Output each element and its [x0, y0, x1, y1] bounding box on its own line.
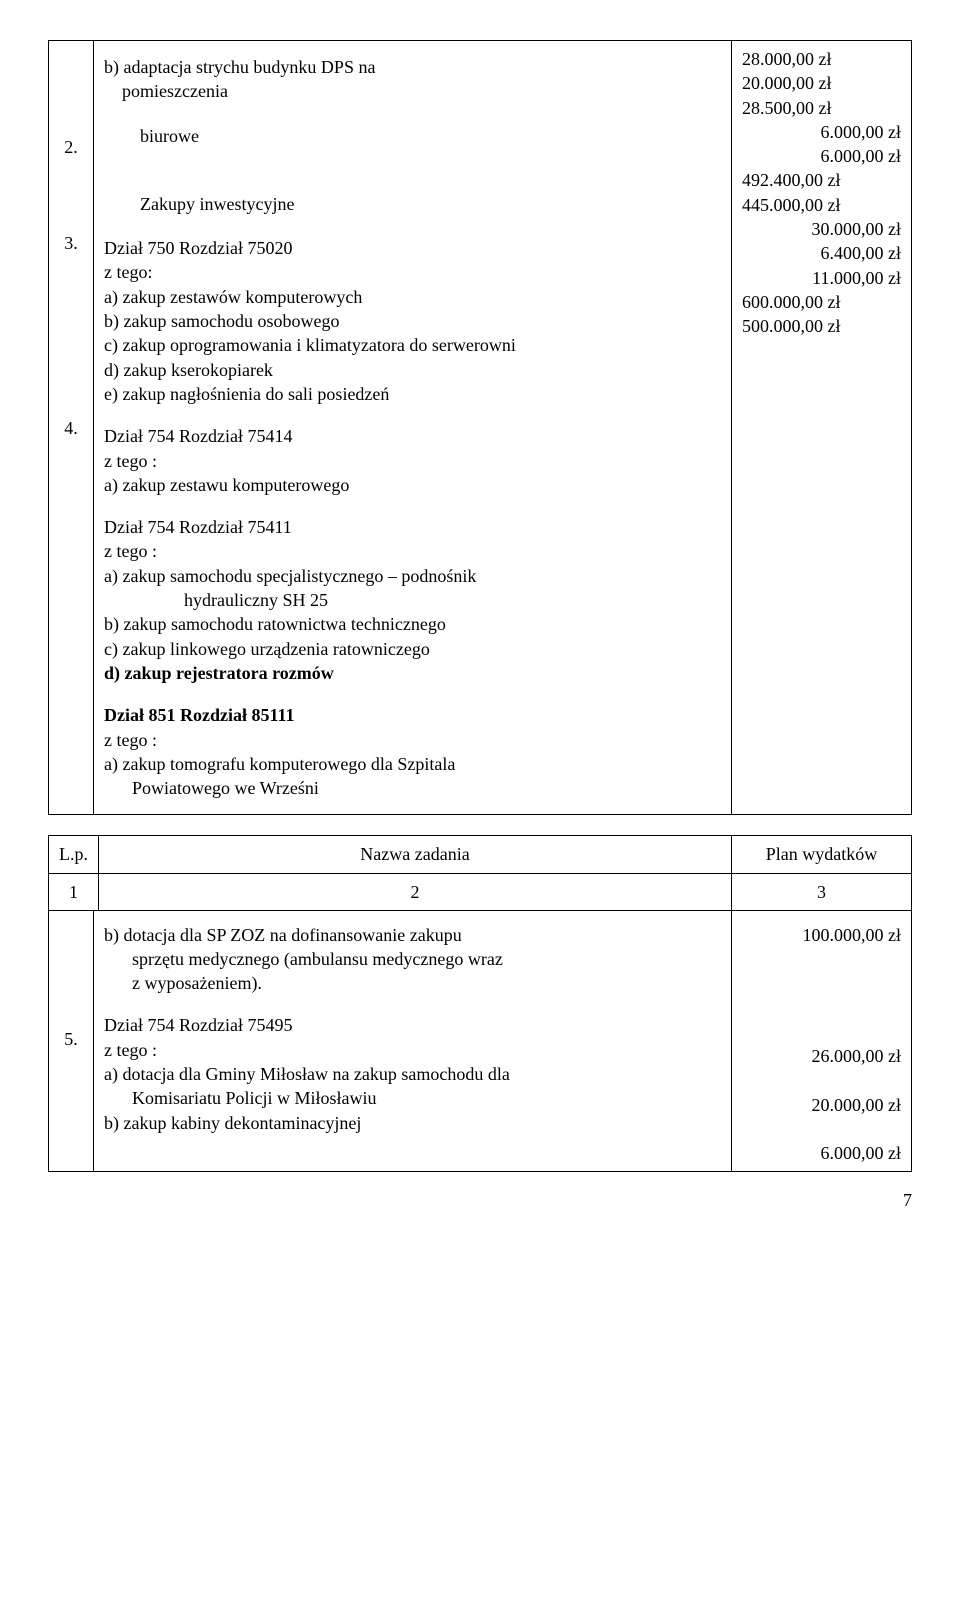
amt-13: 6.400,00 zł: [742, 241, 901, 265]
num-5: 5.: [59, 1027, 83, 1051]
d750-header: Dział 750 Rozdział 75020: [104, 236, 721, 260]
num-2: 2.: [59, 135, 83, 159]
num-4: 4.: [59, 416, 83, 440]
col-amounts-top: 28.000,00 zł 20.000,00 zł 28.500,00 zł 6…: [732, 41, 912, 815]
item-c3: c) zakup linkowego urządzenia ratownicze…: [104, 637, 721, 661]
col-text-bottom: b) dotacja dla SP ZOZ na dofinansowanie …: [94, 910, 732, 1172]
col-numbers: 2. 3. 4.: [49, 41, 94, 815]
bamt-8: [742, 1117, 901, 1141]
col-amounts-bottom: 100.000,00 zł 26.000,00 zł 20.000,00 zł …: [732, 910, 912, 1172]
d754-11: Dział 754 Rozdział 75411: [104, 515, 721, 539]
item-a3-l2: hydrauliczny SH 25: [104, 588, 721, 612]
amt-14: 11.000,00 zł: [742, 266, 901, 290]
item-d3: d) zakup rejestratora rozmów: [104, 661, 721, 685]
item-e1: e) zakup nagłośnienia do sali posiedzeń: [104, 382, 721, 406]
amt-0: 28.000,00 zł: [742, 47, 901, 71]
bamt-0: 100.000,00 zł: [742, 923, 901, 947]
amt-2: 28.500,00 zł: [742, 96, 901, 120]
bamt-4: [742, 1020, 901, 1044]
item-d1: d) zakup kserokopiarek: [104, 358, 721, 382]
item-b3: b) zakup samochodu ratownictwa techniczn…: [104, 612, 721, 636]
col-numbers-bottom: 5.: [49, 910, 94, 1172]
amt-1: 20.000,00 zł: [742, 71, 901, 95]
b-dot-l1: b) dotacja dla SP ZOZ na dofinansowanie …: [104, 923, 721, 947]
hdr-1: 1: [49, 873, 99, 910]
item-a5-l1: a) dotacja dla Gminy Miłosław na zakup s…: [104, 1062, 721, 1086]
ztego2: z tego :: [104, 449, 721, 473]
amt-10: 445.000,00 zł: [742, 193, 901, 217]
ztego1: z tego:: [104, 260, 721, 284]
b-dot-l2: sprzętu medycznego (ambulansu medycznego…: [104, 947, 721, 971]
amt-19: 500.000,00 zł: [742, 314, 901, 338]
bamt-7: 20.000,00 zł: [742, 1093, 901, 1117]
ztego3: z tego :: [104, 539, 721, 563]
amt-12: 30.000,00 zł: [742, 217, 901, 241]
amt-8: 492.400,00 zł: [742, 168, 901, 192]
d851: Dział 851 Rozdział 85111: [104, 703, 721, 727]
bamt-2: [742, 971, 901, 995]
item-a1: a) zakup zestawów komputerowych: [104, 285, 721, 309]
hdr-2: 2: [99, 873, 732, 910]
bottom-table: 5. b) dotacja dla SP ZOZ na dofinansowan…: [48, 910, 912, 1173]
col-text-top: b) adaptacja strychu budynku DPS na pomi…: [94, 41, 732, 815]
text-zakupy: Zakupy inwestycyjne: [104, 192, 721, 216]
item-a4-l1: a) zakup tomografu komputerowego dla Szp…: [104, 752, 721, 776]
hdr-lp: L.p.: [49, 836, 99, 873]
bamt-3: [742, 995, 901, 1019]
item-a4-l2: Powiatowego we Wrześni: [104, 776, 721, 800]
item-b1: b) zakup samochodu osobowego: [104, 309, 721, 333]
amt-16: 600.000,00 zł: [742, 290, 901, 314]
header-table: L.p. Nazwa zadania Plan wydatków 1 2 3: [48, 835, 912, 911]
item-c1: c) zakup oprogramowania i klimatyzatora …: [104, 333, 721, 357]
hdr-3: 3: [732, 873, 912, 910]
ztego4: z tego :: [104, 728, 721, 752]
ztego5: z tego :: [104, 1038, 721, 1062]
d754-95: Dział 754 Rozdział 75495: [104, 1013, 721, 1037]
item-b5: b) zakup kabiny dekontaminacyjnej: [104, 1111, 721, 1135]
bamt-1: [742, 947, 901, 971]
bamt-5: 26.000,00 zł: [742, 1044, 901, 1068]
amt-6: 6.000,00 zł: [742, 144, 901, 168]
top-table: 2. 3. 4. b) adaptacja strychu budynku DP…: [48, 40, 912, 815]
bamt-6: [742, 1068, 901, 1092]
page-number: 7: [48, 1188, 912, 1212]
d754-14: Dział 754 Rozdział 75414: [104, 424, 721, 448]
bamt-9: 6.000,00 zł: [742, 1141, 901, 1165]
hdr-plan: Plan wydatków: [732, 836, 912, 873]
text-biurowe: biurowe: [104, 124, 721, 148]
b-dot-l3: z wyposażeniem).: [104, 971, 721, 995]
item-a2: a) zakup zestawu komputerowego: [104, 473, 721, 497]
num-3: 3.: [59, 231, 83, 255]
item-a5-l2: Komisariatu Policji w Miłosławiu: [104, 1086, 721, 1110]
text-b-adapt: b) adaptacja strychu budynku DPS na pomi…: [104, 55, 721, 104]
item-a3-l1: a) zakup samochodu specjalistycznego – p…: [104, 564, 721, 588]
amt-4: 6.000,00 zł: [742, 120, 901, 144]
hdr-nazwa: Nazwa zadania: [99, 836, 732, 873]
